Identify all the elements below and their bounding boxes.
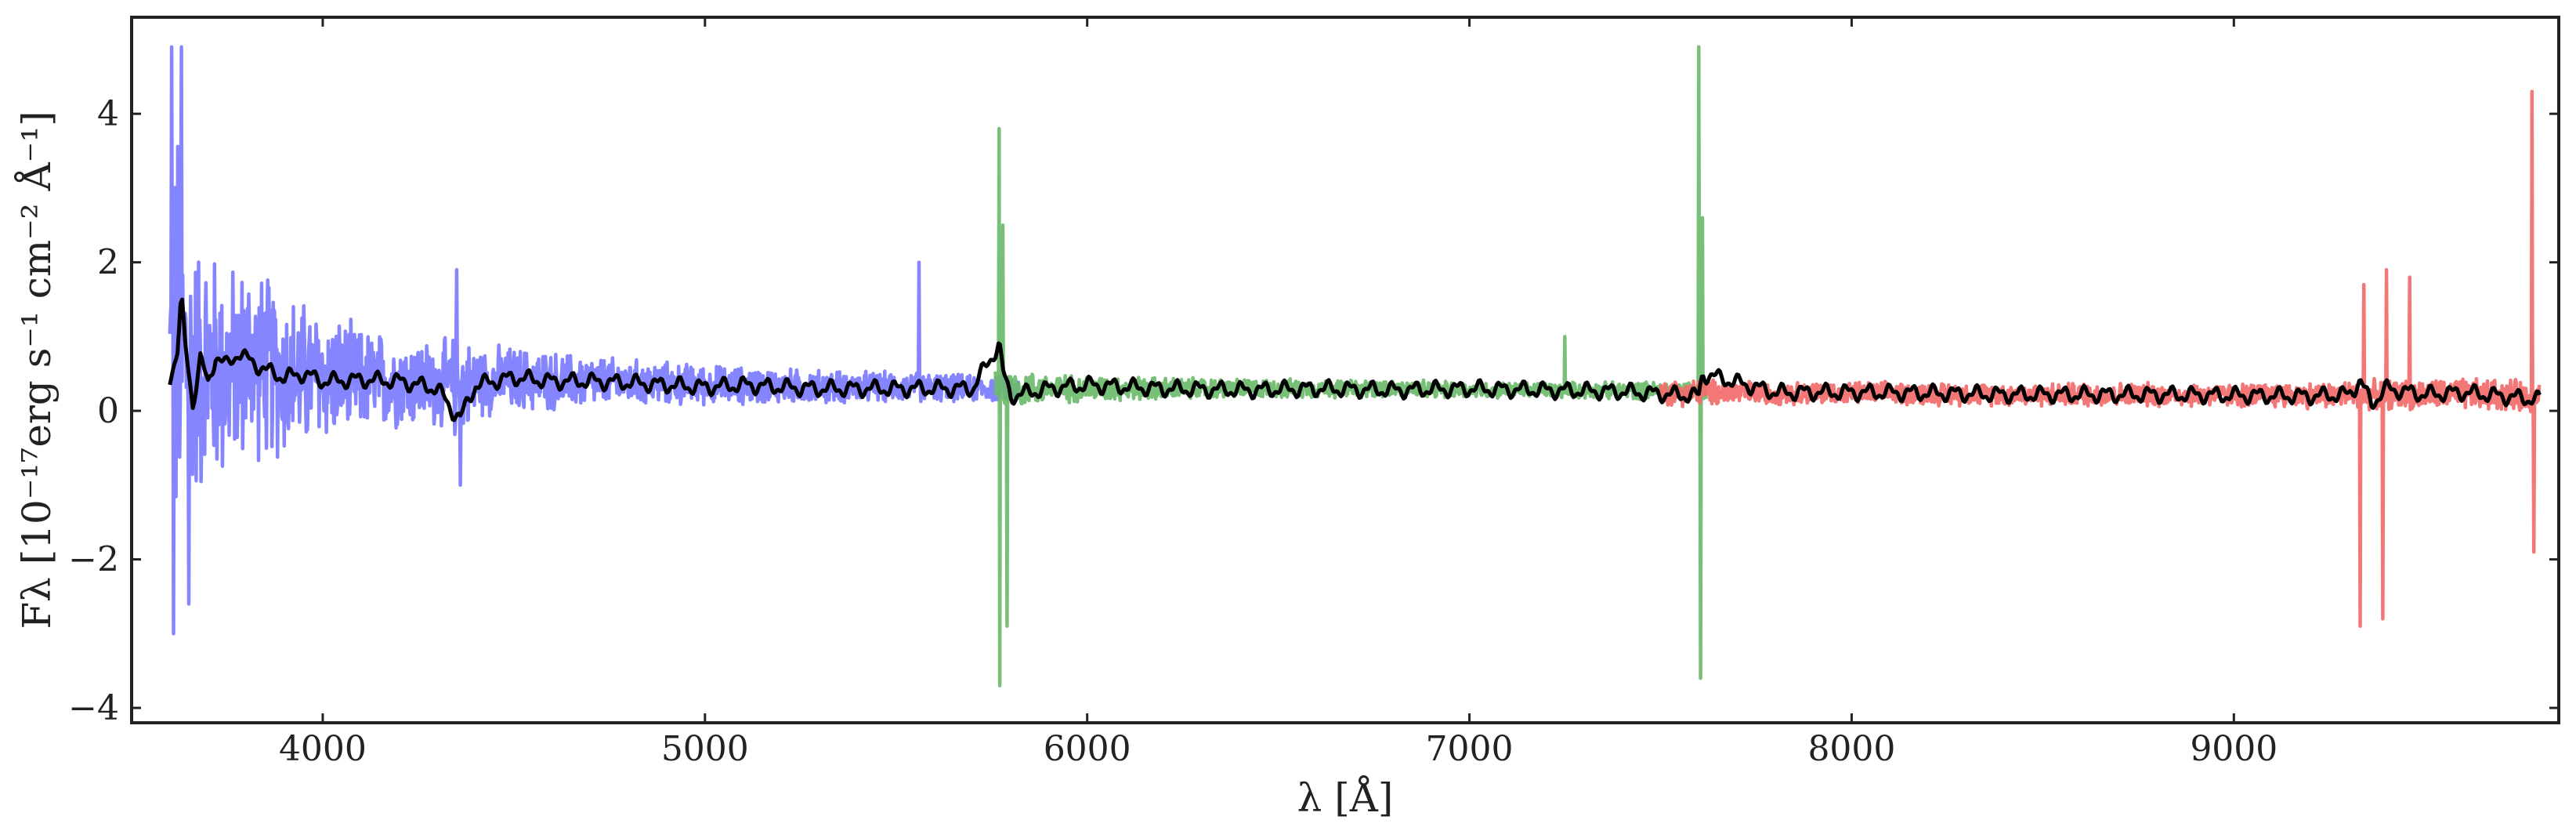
y-axis-label: Fλ [10⁻¹⁷erg s⁻¹ cm⁻² Å⁻¹] bbox=[13, 111, 60, 629]
x-tick-label-9000: 9000 bbox=[2190, 729, 2278, 769]
y-tick-label-0: 0 bbox=[97, 391, 119, 431]
x-axis-label: λ [Å] bbox=[1297, 775, 1394, 821]
spectrum-series-3 bbox=[168, 297, 2542, 423]
y-tick-label--4: −4 bbox=[68, 688, 119, 728]
x-tick-label-4000: 4000 bbox=[279, 729, 367, 769]
series-layer bbox=[168, 45, 2542, 687]
x-tick-label-8000: 8000 bbox=[1807, 729, 1895, 769]
y-tick-label--2: −2 bbox=[68, 540, 119, 580]
spectrum-series-0 bbox=[168, 45, 1020, 636]
x-tick-label-7000: 7000 bbox=[1426, 729, 1514, 769]
x-tick-label-6000: 6000 bbox=[1044, 729, 1131, 769]
plot-area-frame bbox=[130, 16, 2560, 724]
y-tick-label-4: 4 bbox=[97, 94, 119, 134]
y-tick-label-2: 2 bbox=[97, 243, 119, 283]
spectrum-series-1 bbox=[993, 45, 1708, 687]
x-tick-label-5000: 5000 bbox=[661, 729, 749, 769]
axis-ticks: 4000 5000 6000 7000 8000 9000 −4 −2 0 2 4 bbox=[68, 17, 2559, 769]
spectrum-series-2 bbox=[1659, 89, 2542, 629]
